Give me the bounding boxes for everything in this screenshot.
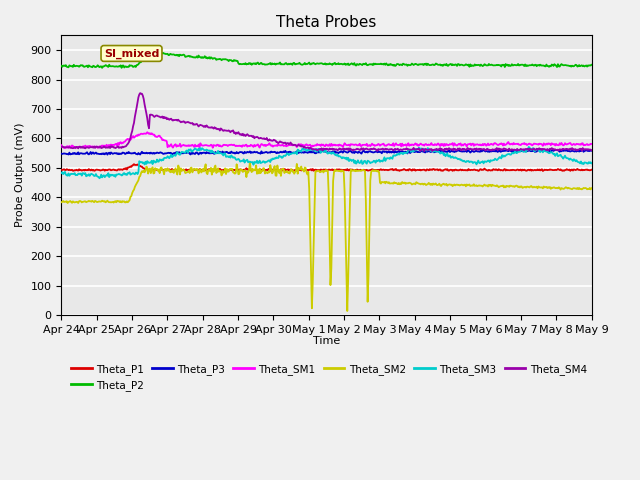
Y-axis label: Probe Output (mV): Probe Output (mV) [15,123,25,228]
Title: Theta Probes: Theta Probes [276,15,377,30]
X-axis label: Time: Time [313,336,340,346]
Text: SI_mixed: SI_mixed [104,48,159,59]
Legend: Theta_P1, Theta_P2, Theta_P3, Theta_SM1, Theta_SM2, Theta_SM3, Theta_SM4: Theta_P1, Theta_P2, Theta_P3, Theta_SM1,… [67,360,591,395]
